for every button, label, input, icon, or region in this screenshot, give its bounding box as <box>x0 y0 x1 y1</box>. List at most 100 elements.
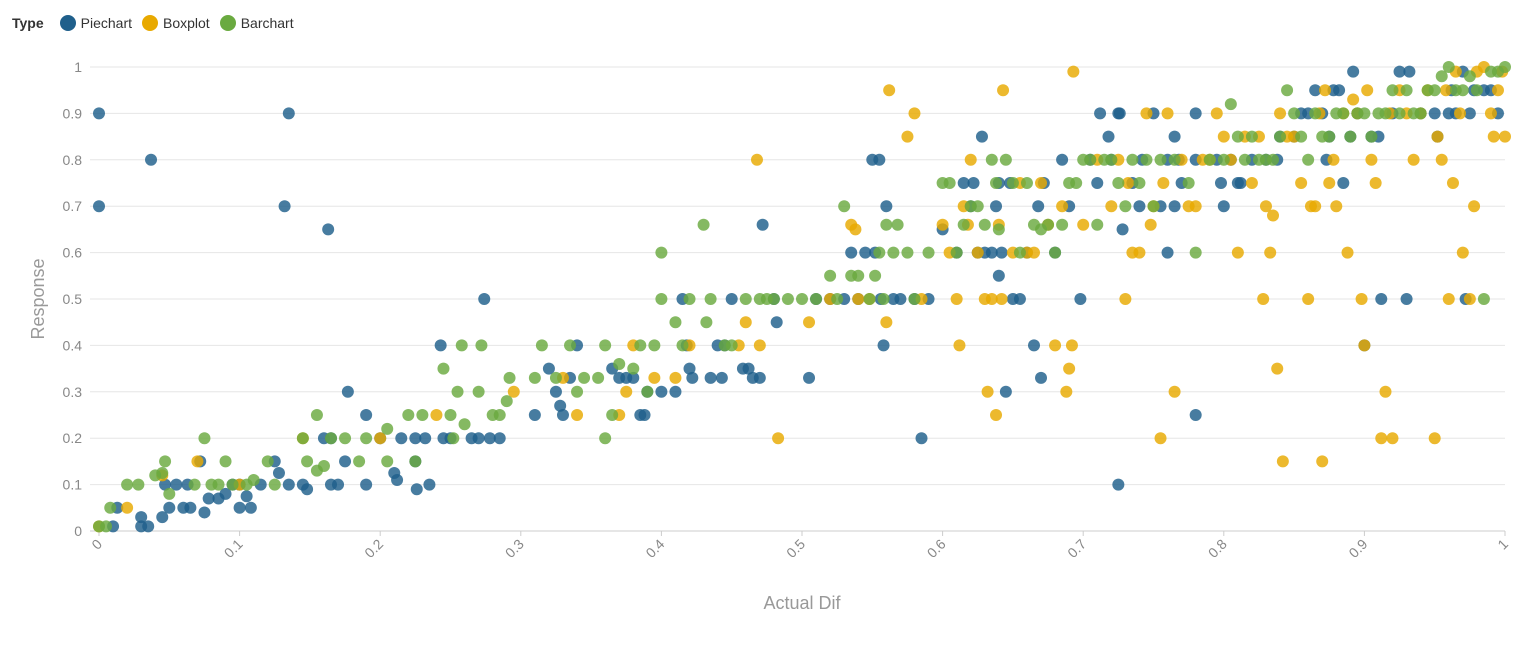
data-point[interactable] <box>184 501 197 514</box>
data-point[interactable] <box>739 293 752 305</box>
data-point[interactable] <box>191 455 204 468</box>
data-point[interactable] <box>1122 177 1135 189</box>
data-point[interactable] <box>493 432 506 445</box>
data-point[interactable] <box>1435 70 1448 83</box>
data-point[interactable] <box>391 473 404 486</box>
data-point[interactable] <box>883 84 896 97</box>
data-point[interactable] <box>419 432 432 445</box>
data-point[interactable] <box>1347 93 1360 106</box>
data-point[interactable] <box>634 339 647 352</box>
data-point[interactable] <box>831 293 844 305</box>
data-point[interactable] <box>999 153 1012 166</box>
data-point[interactable] <box>1439 84 1452 97</box>
data-point[interactable] <box>1271 362 1284 375</box>
data-point[interactable] <box>1231 130 1244 143</box>
data-point[interactable] <box>121 501 134 514</box>
data-point[interactable] <box>1013 293 1026 305</box>
data-point[interactable] <box>1091 177 1104 189</box>
data-point[interactable] <box>1330 200 1343 213</box>
data-point[interactable] <box>894 293 907 305</box>
data-point[interactable] <box>990 409 1003 421</box>
data-point[interactable] <box>627 362 640 375</box>
data-point[interactable] <box>163 501 176 514</box>
data-point[interactable] <box>1347 65 1360 78</box>
data-point[interactable] <box>341 385 354 398</box>
data-point[interactable] <box>1168 130 1181 143</box>
data-point[interactable] <box>100 520 113 533</box>
data-point[interactable] <box>964 153 977 166</box>
data-point[interactable] <box>219 487 232 500</box>
data-point[interactable] <box>1032 200 1045 213</box>
data-point[interactable] <box>1355 293 1368 305</box>
data-point[interactable] <box>93 200 105 213</box>
data-point[interactable] <box>1144 218 1157 231</box>
data-point[interactable] <box>1027 339 1040 352</box>
data-point[interactable] <box>1393 107 1406 120</box>
data-point[interactable] <box>887 246 900 259</box>
data-point[interactable] <box>475 339 488 352</box>
data-point[interactable] <box>159 478 172 491</box>
data-point[interactable] <box>472 432 485 445</box>
data-point[interactable] <box>849 223 862 236</box>
data-point[interactable] <box>638 409 651 421</box>
data-point[interactable] <box>613 357 626 370</box>
data-point[interactable] <box>1105 153 1118 166</box>
data-point[interactable] <box>1295 177 1308 189</box>
data-point[interactable] <box>503 371 516 384</box>
legend-item-barchart[interactable]: Barchart <box>219 15 294 31</box>
data-point[interactable] <box>1224 98 1237 111</box>
data-point[interactable] <box>132 478 145 491</box>
data-point[interactable] <box>1116 223 1129 236</box>
data-point[interactable] <box>641 385 654 398</box>
data-point[interactable] <box>500 395 513 408</box>
data-point[interactable] <box>142 520 155 533</box>
data-point[interactable] <box>1379 385 1392 398</box>
data-point[interactable] <box>950 246 963 259</box>
data-point[interactable] <box>301 455 314 468</box>
data-point[interactable] <box>869 269 882 282</box>
data-point[interactable] <box>1077 218 1090 231</box>
data-point[interactable] <box>410 483 423 496</box>
data-point[interactable] <box>1344 130 1357 143</box>
data-point[interactable] <box>1154 432 1167 445</box>
data-point[interactable] <box>655 246 668 259</box>
data-point[interactable] <box>936 218 949 231</box>
data-point[interactable] <box>458 418 471 431</box>
data-point[interactable] <box>578 371 591 384</box>
data-point[interactable] <box>1231 246 1244 259</box>
data-point[interactable] <box>549 371 562 384</box>
data-point[interactable] <box>381 455 394 468</box>
data-point[interactable] <box>170 478 183 491</box>
data-point[interactable] <box>943 177 956 189</box>
data-point[interactable] <box>1161 107 1174 120</box>
data-point[interactable] <box>1302 153 1315 166</box>
data-point[interactable] <box>1456 246 1469 259</box>
data-point[interactable] <box>770 316 783 329</box>
data-point[interactable] <box>683 362 696 375</box>
data-point[interactable] <box>700 316 713 329</box>
data-point[interactable] <box>1084 153 1097 166</box>
data-point[interactable] <box>1309 200 1322 213</box>
data-point[interactable] <box>198 506 211 519</box>
data-point[interactable] <box>332 478 345 491</box>
data-point[interactable] <box>1245 177 1258 189</box>
data-point[interactable] <box>999 385 1012 398</box>
data-point[interactable] <box>455 339 468 352</box>
data-point[interactable] <box>655 293 668 305</box>
data-point[interactable] <box>233 501 246 514</box>
data-point[interactable] <box>322 223 335 236</box>
data-point[interactable] <box>1154 153 1167 166</box>
data-point[interactable] <box>1119 200 1132 213</box>
data-point[interactable] <box>272 467 285 479</box>
data-point[interactable] <box>1487 130 1500 143</box>
data-point[interactable] <box>423 478 436 491</box>
data-point[interactable] <box>1234 177 1247 189</box>
data-point[interactable] <box>1379 107 1392 120</box>
data-point[interactable] <box>1468 200 1481 213</box>
data-point[interactable] <box>339 455 352 468</box>
data-point[interactable] <box>1333 84 1346 97</box>
data-point[interactable] <box>1214 177 1227 189</box>
data-point[interactable] <box>163 487 176 500</box>
data-point[interactable] <box>992 223 1005 236</box>
data-point[interactable] <box>1070 177 1083 189</box>
